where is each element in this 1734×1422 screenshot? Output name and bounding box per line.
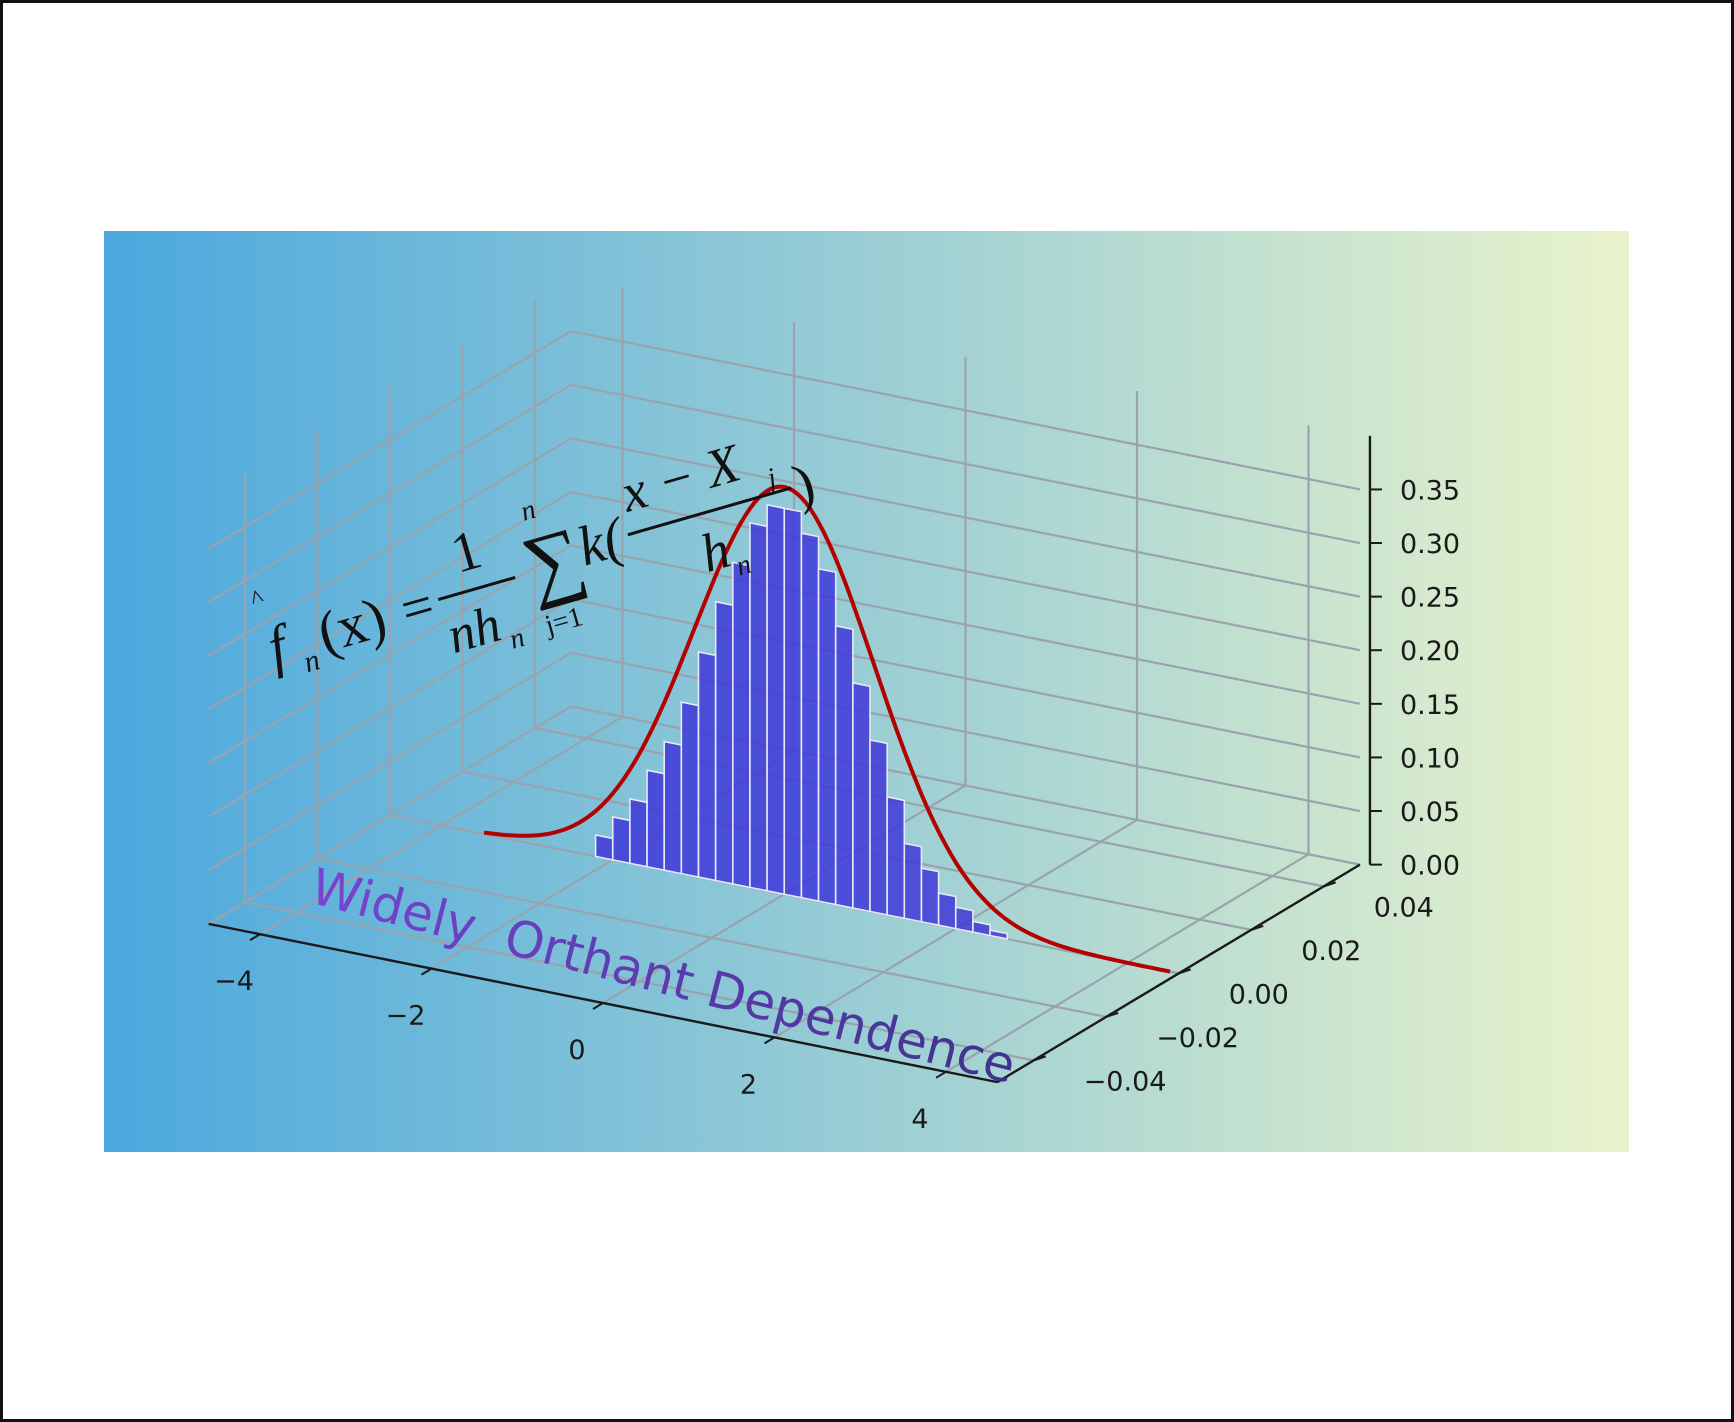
histogram-bar-6	[697, 650, 717, 882]
y-tick-label-0: −0.04	[1084, 1066, 1167, 1097]
tick-labels: −4 −2 0 2 4 −0.04 −0.02 0.00 0.02 0.04 0.00 0.05 0.1…	[214, 475, 1460, 1134]
histogram-bar-18	[903, 842, 923, 923]
grid-left-z-2	[207, 598, 572, 818]
z-tick-label-6: 0.30	[1400, 529, 1460, 560]
histogram-bar-0	[594, 833, 614, 861]
histogram-bar-15	[852, 681, 871, 913]
y-tick-3	[1250, 924, 1264, 931]
grid-left-z-6	[207, 383, 572, 604]
z-tick-label-3: 0.15	[1400, 690, 1460, 721]
density-curve-line	[483, 484, 1171, 974]
histogram-bar-2	[629, 797, 648, 868]
z-tick-label-4: 0.20	[1400, 636, 1460, 667]
histogram-bar-19	[920, 867, 940, 927]
grid-back-z-2	[570, 598, 1361, 759]
grid-floor-y-1	[317, 857, 1107, 1018]
y-tick-label-2: 0.00	[1229, 979, 1289, 1010]
formula-inner-bar	[627, 486, 792, 537]
x-tick-4	[935, 1070, 947, 1079]
grid-back-z-5	[570, 437, 1361, 598]
histogram-bar-12	[800, 532, 820, 903]
x-tick-label-0: −4	[214, 966, 254, 997]
histogram-bar-1	[611, 815, 631, 865]
histogram-bar-22	[972, 920, 991, 937]
histogram-bar-20	[937, 892, 957, 930]
histogram-bar-17	[886, 795, 906, 920]
density-curve	[483, 484, 1171, 974]
y-tick-label-4: 0.04	[1374, 892, 1434, 923]
z-tick-label-0: 0.00	[1400, 851, 1460, 882]
z-tick-label-7: 0.35	[1400, 475, 1460, 506]
grid-left-z-3	[207, 544, 572, 765]
histogram-bars	[594, 503, 1009, 940]
histogram-bar-21	[954, 906, 974, 934]
y-tick-4	[1323, 881, 1337, 888]
histogram-bar-11	[783, 507, 803, 899]
histogram-bar-8	[731, 561, 751, 889]
grid-left-z-5	[207, 437, 572, 657]
grid-back-z-7	[570, 330, 1361, 491]
y-tick-2	[1178, 968, 1192, 975]
x-tick-3	[763, 1036, 776, 1045]
grid-back-z-3	[570, 544, 1361, 705]
z-tick-label-1: 0.05	[1400, 797, 1460, 828]
z-tick-label-2: 0.10	[1400, 743, 1460, 774]
y-tick-label-3: 0.02	[1301, 936, 1361, 967]
x-tick-label-4: 4	[911, 1104, 928, 1135]
histogram-bar-16	[869, 738, 888, 916]
histogram-bar-23	[989, 929, 1009, 940]
histogram-bar-10	[766, 503, 786, 896]
grid-left-z-7	[207, 330, 572, 550]
histogram-bar-5	[680, 701, 700, 879]
y-tick-label-1: −0.02	[1156, 1023, 1239, 1054]
grid-floor-y-0	[244, 901, 1034, 1062]
x-tick-label-1: −2	[386, 1001, 426, 1032]
z-tick-label-5: 0.25	[1400, 583, 1460, 614]
x-tick-0	[249, 933, 261, 942]
axes	[208, 435, 1382, 1084]
y-tick-0	[1033, 1055, 1047, 1062]
grid-back-z-4	[570, 490, 1361, 652]
x-tick-2	[592, 1002, 604, 1010]
x-tick-label-2: 0	[568, 1035, 585, 1066]
formula-frac-bar	[437, 576, 516, 601]
grid-left-z-4	[207, 491, 572, 711]
histogram-bar-4	[663, 740, 683, 875]
grid-left-z-1	[207, 651, 572, 872]
histogram-bar-3	[646, 769, 666, 872]
x-tick-1	[420, 967, 433, 976]
histogram-bar-13	[817, 567, 837, 906]
histogram-bar-7	[714, 600, 734, 885]
x-tick-label-3: 2	[740, 1069, 757, 1100]
y-tick-1	[1105, 1011, 1119, 1018]
histogram-bar-14	[834, 624, 854, 909]
grid-back-z-6	[570, 383, 1361, 545]
